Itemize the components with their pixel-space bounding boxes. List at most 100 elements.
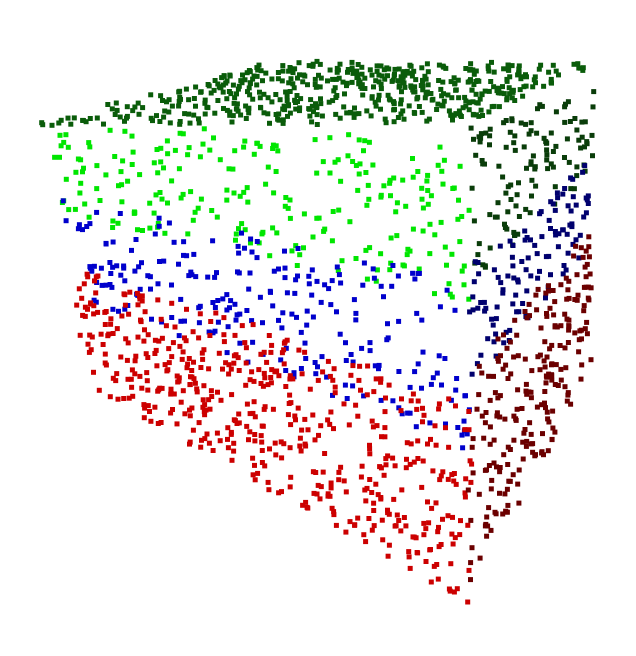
- data-point: [148, 286, 153, 292]
- data-point: [470, 436, 476, 442]
- data-point: [439, 168, 445, 174]
- data-point: [213, 310, 219, 316]
- data-point: [242, 245, 247, 251]
- data-point: [477, 555, 483, 561]
- data-point: [241, 144, 247, 150]
- data-point: [562, 384, 568, 390]
- data-point: [398, 528, 404, 534]
- data-point: [231, 440, 237, 446]
- data-point: [509, 95, 515, 101]
- data-point: [118, 272, 124, 278]
- data-point: [549, 377, 555, 383]
- data-point: [237, 311, 243, 317]
- data-point: [575, 292, 581, 298]
- data-point: [580, 65, 586, 71]
- data-point: [196, 335, 202, 341]
- data-point: [85, 274, 91, 280]
- data-point: [491, 460, 497, 466]
- data-point: [560, 191, 566, 197]
- data-point: [403, 203, 409, 209]
- data-point: [172, 147, 178, 153]
- data-point: [343, 489, 349, 495]
- data-point: [180, 388, 186, 394]
- data-point: [87, 221, 93, 227]
- data-point: [448, 561, 454, 567]
- data-point: [496, 104, 502, 110]
- data-point: [214, 270, 219, 276]
- data-point: [98, 331, 104, 337]
- data-point: [501, 91, 507, 97]
- data-point: [548, 199, 554, 205]
- data-point: [476, 392, 482, 398]
- data-point: [493, 331, 499, 337]
- data-point: [178, 318, 184, 324]
- data-point: [448, 397, 454, 403]
- data-point: [478, 135, 484, 141]
- data-point: [268, 349, 274, 355]
- data-point: [459, 214, 465, 219]
- data-point: [200, 356, 206, 362]
- data-point: [258, 351, 264, 357]
- data-point: [110, 264, 116, 270]
- data-point: [451, 589, 457, 595]
- data-point: [503, 508, 509, 514]
- data-point: [515, 353, 521, 359]
- data-point: [307, 386, 313, 392]
- data-point: [79, 295, 85, 301]
- data-point: [258, 381, 264, 386]
- data-point: [261, 349, 267, 355]
- data-point: [391, 175, 397, 181]
- data-point: [476, 78, 482, 84]
- data-point: [523, 72, 528, 78]
- data-point: [449, 251, 455, 257]
- data-point: [279, 325, 285, 331]
- data-point: [238, 112, 244, 118]
- data-point: [359, 345, 365, 351]
- data-point: [123, 336, 129, 342]
- data-point: [371, 508, 377, 513]
- data-point: [365, 363, 371, 369]
- data-point: [82, 304, 88, 310]
- data-point: [297, 252, 303, 258]
- data-point: [227, 109, 233, 115]
- data-point: [94, 209, 100, 215]
- data-point: [520, 301, 526, 306]
- data-point: [191, 96, 197, 101]
- data-point: [456, 95, 462, 101]
- data-point: [582, 163, 588, 169]
- data-point: [581, 214, 587, 220]
- data-point: [133, 353, 139, 359]
- data-point: [247, 81, 253, 87]
- data-point: [73, 169, 79, 175]
- data-point: [520, 456, 526, 462]
- data-point: [200, 397, 206, 403]
- data-point: [428, 381, 434, 387]
- data-point: [480, 113, 485, 118]
- data-point: [378, 376, 384, 382]
- data-point: [338, 464, 344, 470]
- data-point: [334, 309, 339, 315]
- data-point: [284, 93, 290, 99]
- data-point: [272, 440, 278, 446]
- data-point: [364, 276, 370, 282]
- data-point: [251, 151, 257, 157]
- data-point: [413, 535, 419, 541]
- data-point: [571, 253, 577, 259]
- data-point: [52, 154, 58, 160]
- data-point: [304, 504, 310, 510]
- data-point: [74, 302, 80, 308]
- data-point: [235, 108, 241, 114]
- data-point: [536, 66, 542, 72]
- data-point: [365, 182, 371, 188]
- data-point: [87, 264, 93, 270]
- data-point: [278, 357, 284, 363]
- data-point: [507, 74, 513, 80]
- data-point: [192, 209, 198, 215]
- data-point: [370, 266, 376, 272]
- data-point: [246, 105, 252, 111]
- data-point: [152, 337, 158, 343]
- data-point: [491, 69, 497, 75]
- data-point: [378, 495, 384, 500]
- data-point: [392, 463, 398, 469]
- data-point: [534, 404, 540, 410]
